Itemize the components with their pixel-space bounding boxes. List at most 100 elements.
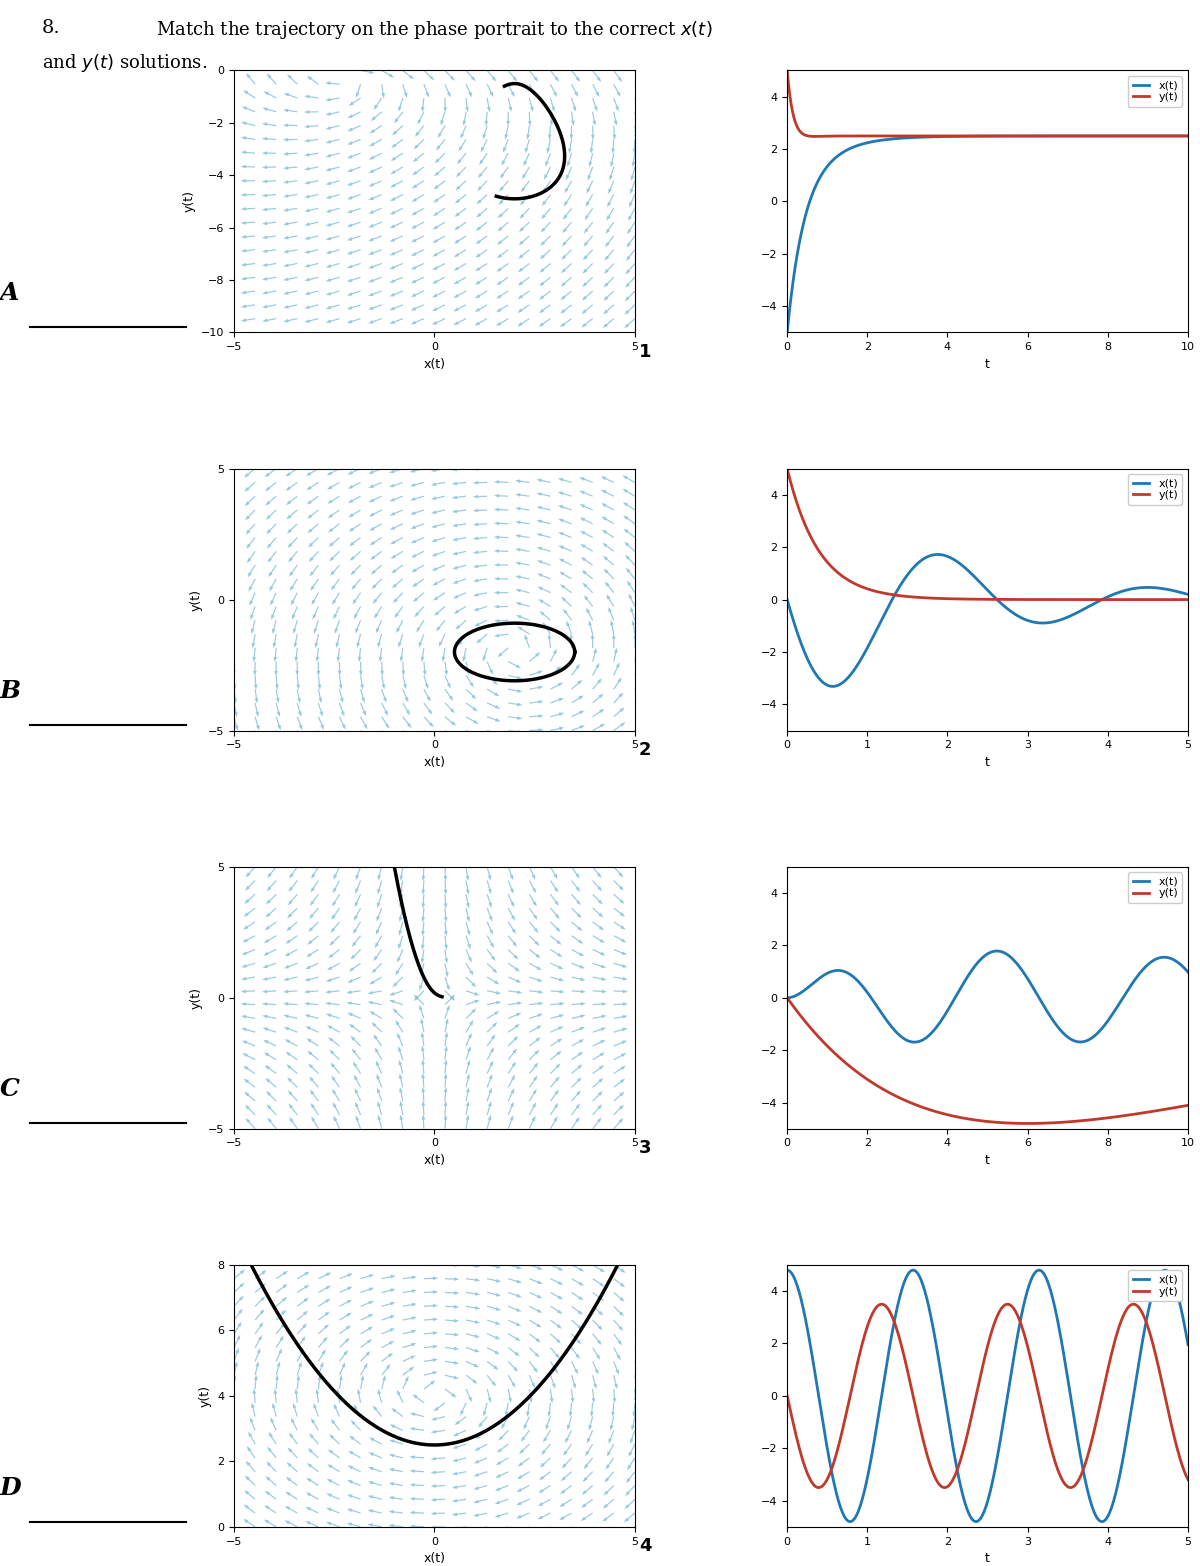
y(t)	[780, 1386, 794, 1405]
y(t)	[1032, 590, 1046, 609]
Y-axis label: y(t): y(t)	[182, 191, 196, 213]
x(t)	[1181, 963, 1195, 982]
Line: y(t): y(t)	[787, 998, 1188, 1123]
x(t)	[826, 677, 840, 695]
Text: C: C	[0, 1077, 20, 1101]
y(t)	[1181, 1470, 1195, 1489]
X-axis label: x(t): x(t)	[424, 357, 445, 371]
X-axis label: t: t	[985, 1552, 990, 1564]
y(t)	[851, 1063, 865, 1082]
X-axis label: t: t	[985, 1154, 990, 1167]
y(t)	[780, 61, 794, 80]
Legend: x(t), y(t): x(t), y(t)	[1128, 77, 1182, 106]
y(t)	[1033, 1392, 1048, 1411]
y(t)	[1181, 1096, 1195, 1115]
y(t)	[962, 127, 977, 146]
Text: D: D	[0, 1475, 22, 1500]
Text: 2: 2	[638, 741, 652, 760]
y(t)	[1082, 1110, 1097, 1129]
y(t)	[828, 1449, 842, 1467]
Text: B: B	[0, 680, 22, 703]
x(t)	[911, 1264, 925, 1283]
Line: y(t): y(t)	[787, 1304, 1188, 1488]
x(t)	[851, 972, 865, 991]
x(t)	[938, 1395, 953, 1414]
y(t)	[828, 561, 842, 579]
X-axis label: t: t	[985, 357, 990, 371]
x(t)	[1081, 127, 1096, 146]
y(t)	[1020, 1113, 1034, 1132]
x(t)	[1181, 1336, 1195, 1355]
x(t)	[780, 1261, 794, 1279]
y(t)	[808, 127, 822, 146]
y(t)	[1069, 590, 1084, 609]
Line: x(t): x(t)	[787, 951, 1188, 1041]
y(t)	[780, 459, 794, 478]
x(t)	[1084, 1029, 1098, 1048]
Text: Match the trajectory on the phase portrait to the correct $x(t)$: Match the trajectory on the phase portra…	[156, 19, 713, 41]
y(t)	[938, 589, 953, 608]
x(t)	[931, 545, 946, 564]
y(t)	[1073, 1467, 1087, 1486]
x(t)	[828, 1480, 842, 1499]
y(t)	[1181, 590, 1195, 609]
x(t)	[780, 590, 794, 609]
Legend: x(t), y(t): x(t), y(t)	[1128, 872, 1182, 904]
X-axis label: t: t	[985, 756, 990, 769]
y(t)	[883, 127, 898, 146]
x(t)	[780, 988, 794, 1007]
Y-axis label: y(t): y(t)	[190, 589, 203, 611]
y(t)	[911, 587, 925, 606]
Text: 4: 4	[638, 1538, 652, 1555]
x(t)	[1018, 965, 1032, 983]
x(t)	[1033, 1261, 1048, 1279]
y(t)	[1072, 1470, 1086, 1489]
x(t)	[1034, 614, 1049, 633]
x(t)	[1181, 127, 1195, 146]
x(t)	[912, 553, 926, 572]
Line: y(t): y(t)	[787, 70, 1188, 136]
y(t)	[1181, 127, 1195, 146]
y(t)	[1016, 127, 1031, 146]
x(t)	[1181, 586, 1195, 604]
y(t)	[912, 1413, 926, 1431]
x(t)	[990, 941, 1004, 960]
x(t)	[1049, 1015, 1063, 1034]
y(t)	[852, 127, 866, 146]
Line: x(t): x(t)	[787, 1270, 1188, 1522]
x(t)	[1016, 127, 1031, 146]
y(t)	[1049, 1113, 1063, 1132]
y(t)	[883, 1084, 898, 1102]
Text: A: A	[0, 282, 19, 305]
y(t)	[1063, 1478, 1078, 1497]
x(t)	[962, 965, 977, 983]
x(t)	[851, 136, 865, 155]
x(t)	[1073, 1441, 1087, 1460]
y(t)	[1082, 127, 1097, 146]
x(t)	[941, 547, 955, 565]
Text: and $y(t)$ solutions.: and $y(t)$ solutions.	[42, 52, 208, 74]
Legend: x(t), y(t): x(t), y(t)	[1128, 474, 1182, 504]
x(t)	[1072, 603, 1086, 622]
x(t)	[883, 1016, 898, 1035]
x(t)	[780, 323, 794, 341]
x(t)	[961, 127, 976, 146]
Text: 1: 1	[638, 343, 652, 360]
x(t)	[829, 677, 844, 695]
y(t)	[940, 1478, 954, 1497]
Text: 8.: 8.	[42, 19, 61, 36]
X-axis label: x(t): x(t)	[424, 756, 445, 769]
x(t)	[883, 130, 898, 149]
y(t)	[1016, 1113, 1031, 1132]
Line: x(t): x(t)	[787, 136, 1188, 332]
x(t)	[1073, 601, 1087, 620]
y(t)	[780, 988, 794, 1007]
Line: y(t): y(t)	[787, 468, 1188, 600]
x(t)	[1048, 127, 1062, 146]
x(t)	[968, 1513, 983, 1532]
y(t)	[961, 1110, 976, 1129]
y(t)	[1049, 127, 1063, 146]
Text: 3: 3	[638, 1138, 652, 1157]
X-axis label: x(t): x(t)	[424, 1552, 445, 1564]
Y-axis label: y(t): y(t)	[198, 1384, 211, 1406]
